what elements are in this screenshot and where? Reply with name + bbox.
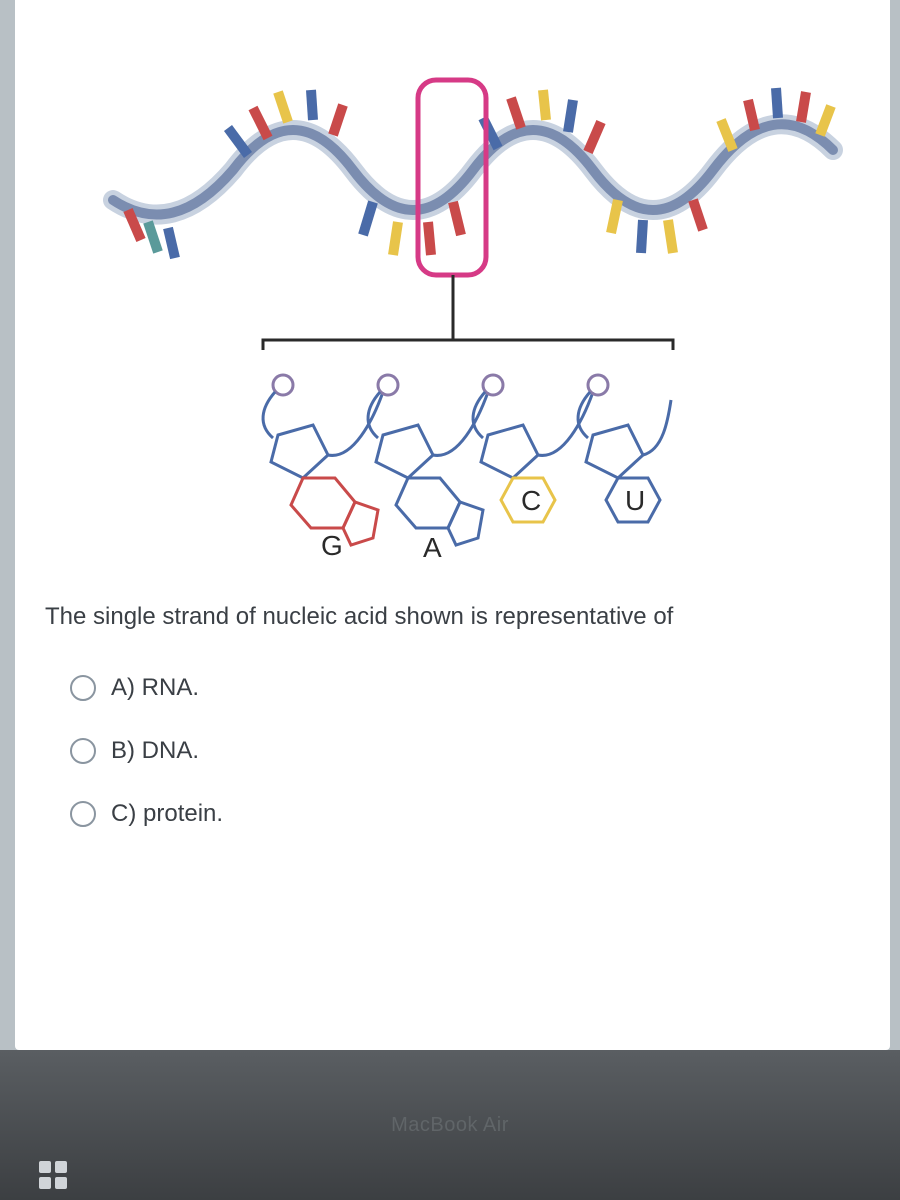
radio-b[interactable] [70,738,96,764]
nucleotide-g: G [263,375,383,561]
svg-text:C: C [521,485,541,516]
desktop-bottom-bar: MacBook Air [0,1050,900,1200]
option-b-text: B) DNA. [111,737,199,765]
option-c[interactable]: C) protein. [70,800,860,828]
rna-diagram: G A [45,30,860,570]
rna-diagram-svg: G A [53,50,853,590]
question-card: G A [15,0,890,1050]
device-label: MacBook Air [391,1114,509,1137]
options-list: A) RNA. B) DNA. C) protein. [45,674,860,828]
nucleotide-detail: G A [263,375,671,563]
option-b[interactable]: B) DNA. [70,737,860,765]
svg-text:U: U [625,485,645,516]
option-a-text: A) RNA. [111,674,199,702]
dock-icon [35,1157,71,1198]
rna-strand [113,80,833,350]
nucleotide-a: A [368,375,488,563]
radio-a[interactable] [70,675,96,701]
radio-c[interactable] [70,801,96,827]
svg-text:A: A [423,532,442,563]
option-a[interactable]: A) RNA. [70,674,860,702]
nucleotide-c: C [473,375,593,522]
option-c-text: C) protein. [111,800,223,828]
question-text: The single strand of nucleic acid shown … [45,600,860,634]
svg-text:G: G [321,530,343,561]
